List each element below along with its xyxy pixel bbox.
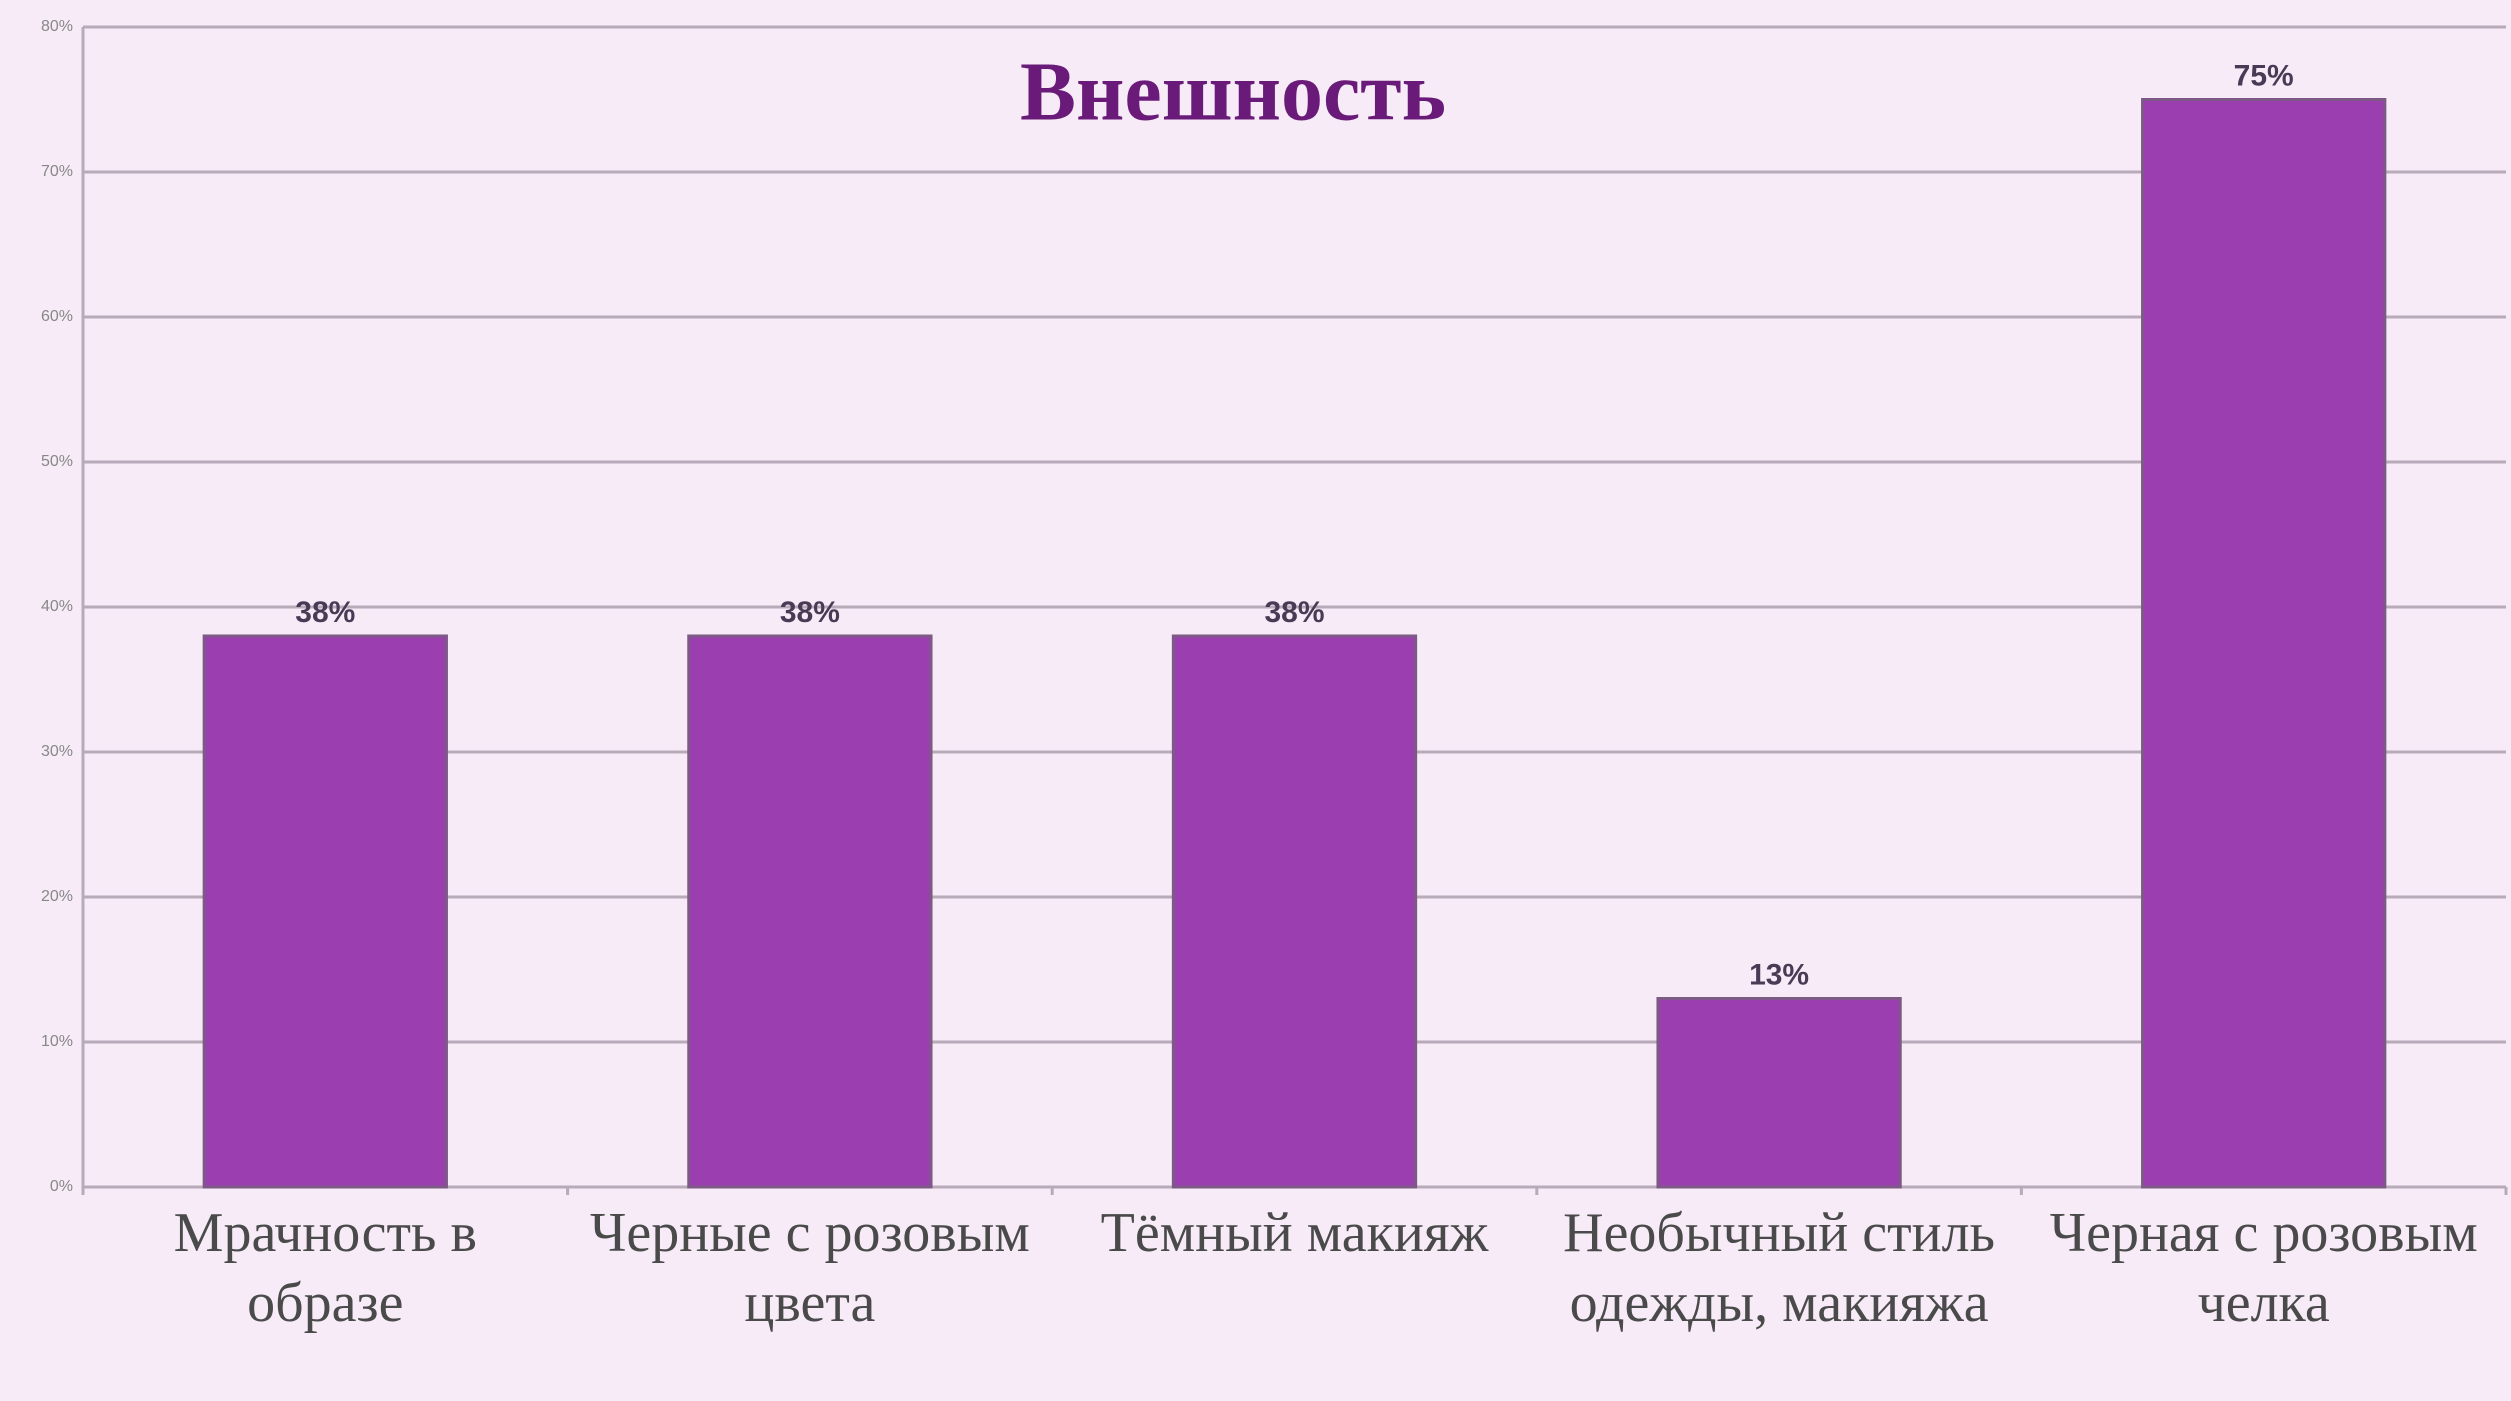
x-tick-label: Тёмный макияж (1100, 1202, 1489, 1264)
value-label: 38% (1264, 596, 1324, 629)
x-tick-label: Необычный стиль одежды, макияжа (1563, 1202, 1996, 1334)
bar (1656, 997, 1902, 1189)
y-tick-label: 30% (41, 743, 73, 760)
value-label: 38% (295, 596, 355, 629)
bar (202, 634, 448, 1189)
y-tick-label: 40% (41, 598, 73, 615)
x-tick-label: Черная с розовым челка (2049, 1202, 2478, 1334)
value-label: 13% (1749, 958, 1809, 991)
y-tick-label: 0% (50, 1178, 73, 1195)
y-tick-label: 20% (41, 888, 73, 905)
y-tick-label: 50% (41, 453, 73, 470)
bar (2141, 98, 2387, 1189)
value-label: 75% (2234, 59, 2294, 92)
y-tick-label: 60% (41, 308, 73, 325)
y-tick-label: 70% (41, 163, 73, 180)
x-tick-label: Мрачность в образе (173, 1202, 477, 1334)
bar (687, 634, 933, 1189)
chart-title: Внешность (1020, 45, 1446, 138)
bar (1171, 634, 1418, 1189)
value-label: 38% (780, 596, 840, 629)
y-tick-label: 80% (41, 18, 73, 35)
y-tick-label: 10% (41, 1033, 73, 1050)
x-tick-label: Черные с розовым цвета (589, 1202, 1030, 1334)
